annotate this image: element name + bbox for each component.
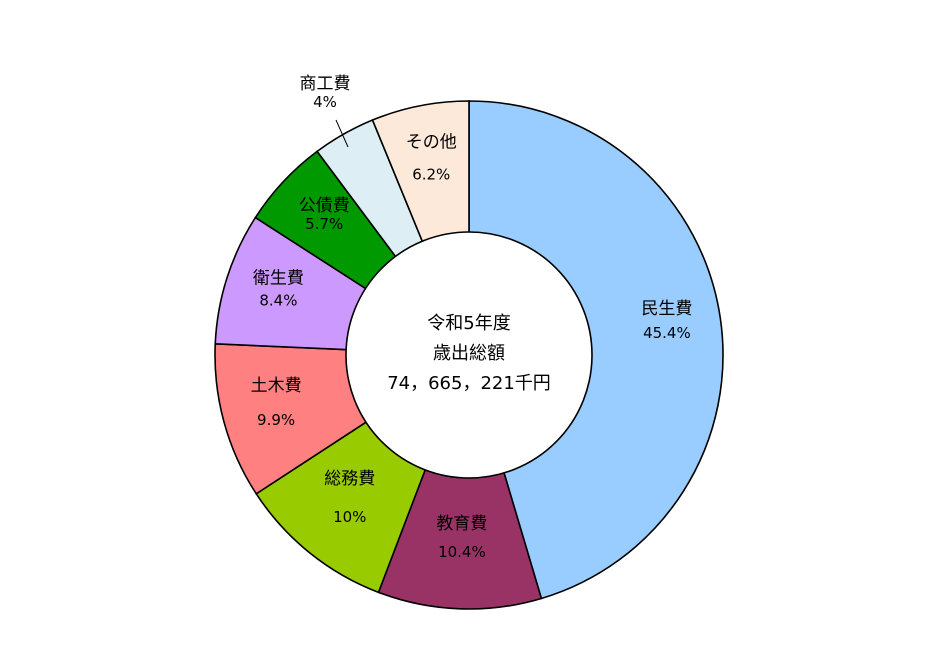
donut-hole [345,231,593,479]
leader-layer [335,119,349,148]
center-line-2: 歳出総額 [433,343,505,364]
slice-percent-6: 5.7% [305,215,343,233]
slice-label-7: 商工費 [300,74,351,94]
slice-percent-2: 10.4% [438,543,486,561]
slice-label-2: 教育費 [436,514,487,534]
slice-label-5: 衛生費 [253,268,304,288]
slice-label-6: 公債費 [299,196,350,216]
leader-line-7 [335,119,349,148]
labels-layer: 民生費 45.4% 教育費 10.4% 総務費 10% 土木費 9.9% 衛生費 8.4% 公債費5… [251,74,693,561]
slice-percent-1: 45.4% [643,324,691,342]
center-line-1: 令和5年度 [427,313,510,334]
center-text-group: 令和5年度 歳出総額 74，665，221千円 [387,313,551,394]
slice-1 [468,100,724,600]
slice-label-1: 民生費 [641,299,692,319]
slice-percent-5: 8.4% [259,291,297,309]
slice-percent-4: 9.9% [257,411,295,429]
slice-percent-8: 6.2% [412,166,450,184]
slice-percent-7: 4% [313,93,337,111]
center-line-3: 74，665，221千円 [387,373,551,394]
slice-label-3: 総務費 [324,469,375,489]
slice-label-8: その他 [406,133,457,153]
slice-label-4: 土木費 [251,376,302,396]
slice-percent-3: 10% [333,508,366,526]
slice-2 [377,352,543,610]
